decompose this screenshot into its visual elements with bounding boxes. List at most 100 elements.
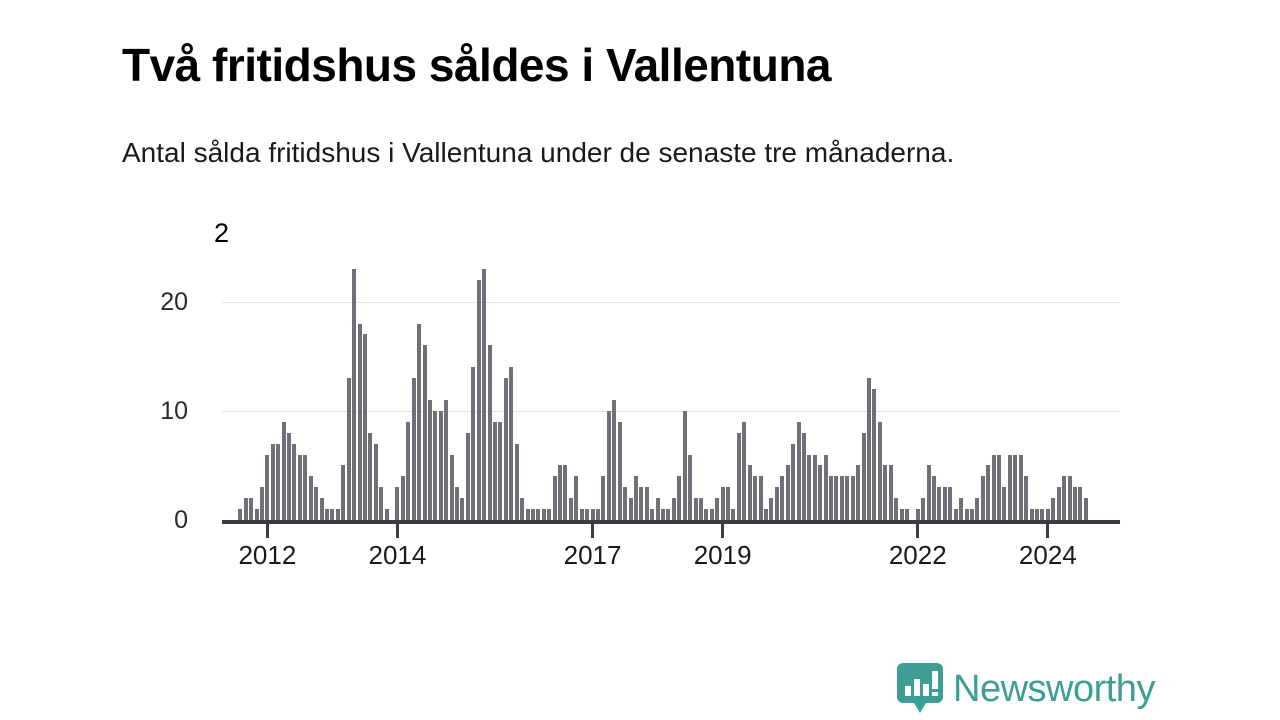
bar <box>861 432 866 520</box>
bar <box>455 487 460 520</box>
bar <box>639 487 644 520</box>
bar <box>368 432 373 520</box>
bar <box>530 509 535 520</box>
bar <box>558 465 563 520</box>
bar <box>980 476 985 520</box>
bar-chart: 0 10 20 2012 2014 2017 2019 2022 2024 2 <box>0 220 1280 580</box>
bar <box>525 509 530 520</box>
bar <box>287 432 292 520</box>
bar <box>623 487 628 520</box>
y-axis-label-0: 0 <box>174 506 188 534</box>
bar <box>341 465 346 520</box>
bar <box>379 487 384 520</box>
bar <box>709 509 714 520</box>
bar <box>1062 476 1067 520</box>
bar <box>568 498 573 520</box>
bar <box>476 279 481 520</box>
bar <box>1083 498 1088 520</box>
bar <box>330 509 335 520</box>
bar <box>427 399 432 520</box>
bar <box>1013 454 1018 520</box>
x-axis-tick-2022 <box>916 524 920 538</box>
bar <box>780 476 785 520</box>
bar <box>465 432 470 520</box>
bar <box>731 509 736 520</box>
bar <box>276 443 281 520</box>
brand-name: Newsworthy <box>953 668 1155 710</box>
gridline-20 <box>222 301 1120 303</box>
bar <box>682 410 687 520</box>
bar <box>303 454 308 520</box>
speech-bubble-bar-chart-icon <box>897 663 943 713</box>
bar <box>801 432 806 520</box>
bar <box>585 509 590 520</box>
bar <box>964 509 969 520</box>
bar <box>1035 509 1039 520</box>
bar <box>509 367 514 520</box>
x-axis-label-2014: 2014 <box>368 540 427 570</box>
bar <box>937 487 942 520</box>
bar <box>373 443 378 520</box>
bar <box>265 454 270 520</box>
bar <box>579 509 584 520</box>
bar <box>362 334 367 520</box>
bar <box>894 498 899 520</box>
bar <box>991 454 996 520</box>
bar <box>449 454 454 520</box>
bar <box>444 399 449 520</box>
bar <box>969 509 974 520</box>
bar <box>953 509 958 520</box>
bar <box>520 498 525 520</box>
bar <box>866 378 871 520</box>
x-axis-label-2019: 2019 <box>693 540 752 570</box>
bar <box>612 399 617 520</box>
bar <box>888 465 893 520</box>
bar <box>433 410 438 520</box>
bar <box>791 443 796 520</box>
bar <box>606 410 611 520</box>
bar <box>541 509 546 520</box>
bar <box>493 421 497 520</box>
bar <box>346 378 351 520</box>
bar <box>764 509 768 520</box>
bar <box>834 476 839 520</box>
bar <box>693 498 698 520</box>
bar <box>856 465 861 520</box>
x-axis-tick-2012 <box>265 524 269 538</box>
bar <box>904 509 909 520</box>
bar <box>357 323 362 520</box>
y-axis-label-20: 20 <box>160 287 188 316</box>
bar <box>758 476 763 520</box>
highlight-value-label: 2 <box>214 218 230 248</box>
bar <box>1056 487 1061 520</box>
bar <box>850 476 855 520</box>
bar <box>243 498 248 520</box>
gridline-10 <box>222 410 1120 412</box>
x-axis-label-2017: 2017 <box>563 540 622 570</box>
bar <box>818 465 823 520</box>
bar <box>633 476 638 520</box>
bar <box>438 410 443 520</box>
bar <box>644 487 649 520</box>
bar <box>747 465 752 520</box>
bar <box>503 378 508 520</box>
bar <box>308 476 313 520</box>
bar <box>785 465 790 520</box>
bar <box>753 476 758 520</box>
bar <box>688 454 693 520</box>
bar <box>617 421 622 520</box>
bar <box>807 454 812 520</box>
bar <box>845 476 850 520</box>
bar <box>395 487 400 520</box>
bar <box>1078 487 1083 520</box>
x-axis-label-2012: 2012 <box>238 540 297 570</box>
newsworthy-logo[interactable]: Newsworthy <box>897 663 1155 715</box>
bar <box>319 498 324 520</box>
bar <box>1007 454 1012 520</box>
page-title: Två fritidshus såldes i Vallentuna <box>122 38 832 91</box>
bar <box>915 509 920 520</box>
bar <box>677 476 682 520</box>
bar <box>975 498 980 520</box>
bar <box>812 454 817 520</box>
bar <box>297 454 302 520</box>
